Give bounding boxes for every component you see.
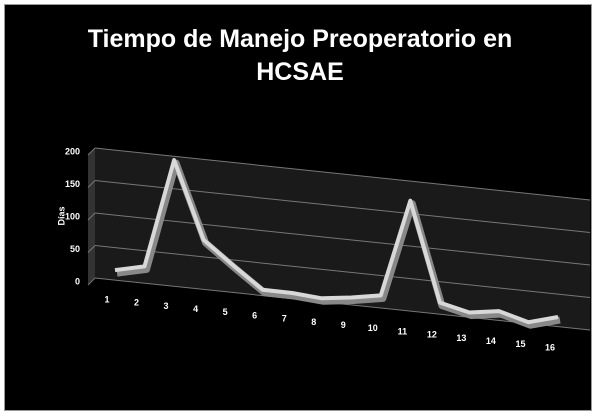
y-tick-label: 100	[65, 211, 80, 221]
chart-title: Tiempo de Manejo Preoperatorio en HCSAE	[87, 25, 513, 86]
x-tick-label: 7	[282, 314, 287, 324]
y-tick-label: 150	[65, 179, 80, 189]
x-tick-label: 13	[456, 333, 466, 343]
x-tick-label: 4	[193, 304, 198, 314]
grid-line-side	[87, 277, 96, 286]
x-tick-label: 5	[223, 307, 228, 317]
x-tick-label: 10	[368, 323, 378, 333]
y-axis-label: Días	[56, 206, 66, 225]
x-tick-label: 12	[427, 330, 437, 340]
grid-line	[94, 147, 591, 201]
grid-line	[94, 245, 591, 298]
y-tick-label: 200	[65, 146, 80, 156]
x-tick-label: 15	[515, 339, 525, 349]
line	[114, 158, 559, 325]
grid-line-side	[87, 180, 96, 188]
x-tick-label: 16	[545, 342, 555, 352]
x-tick-label: 8	[311, 317, 316, 327]
x-tick-label: 9	[341, 320, 346, 330]
x-tick-label: 14	[486, 336, 496, 346]
grid-line	[94, 212, 591, 266]
y-tick-label: 50	[70, 244, 80, 254]
y-tick-label: 0	[75, 276, 80, 286]
x-tick-label: 11	[398, 326, 408, 336]
x-tick-label: 3	[164, 301, 169, 311]
x-tick-label: 6	[252, 310, 257, 320]
x-tick-label: 2	[134, 298, 139, 308]
x-tick-label: 1	[104, 294, 109, 304]
grid-line	[94, 180, 591, 233]
grid-line-side	[87, 147, 96, 156]
grid-line-side	[87, 212, 96, 221]
grid-line-side	[87, 245, 96, 253]
